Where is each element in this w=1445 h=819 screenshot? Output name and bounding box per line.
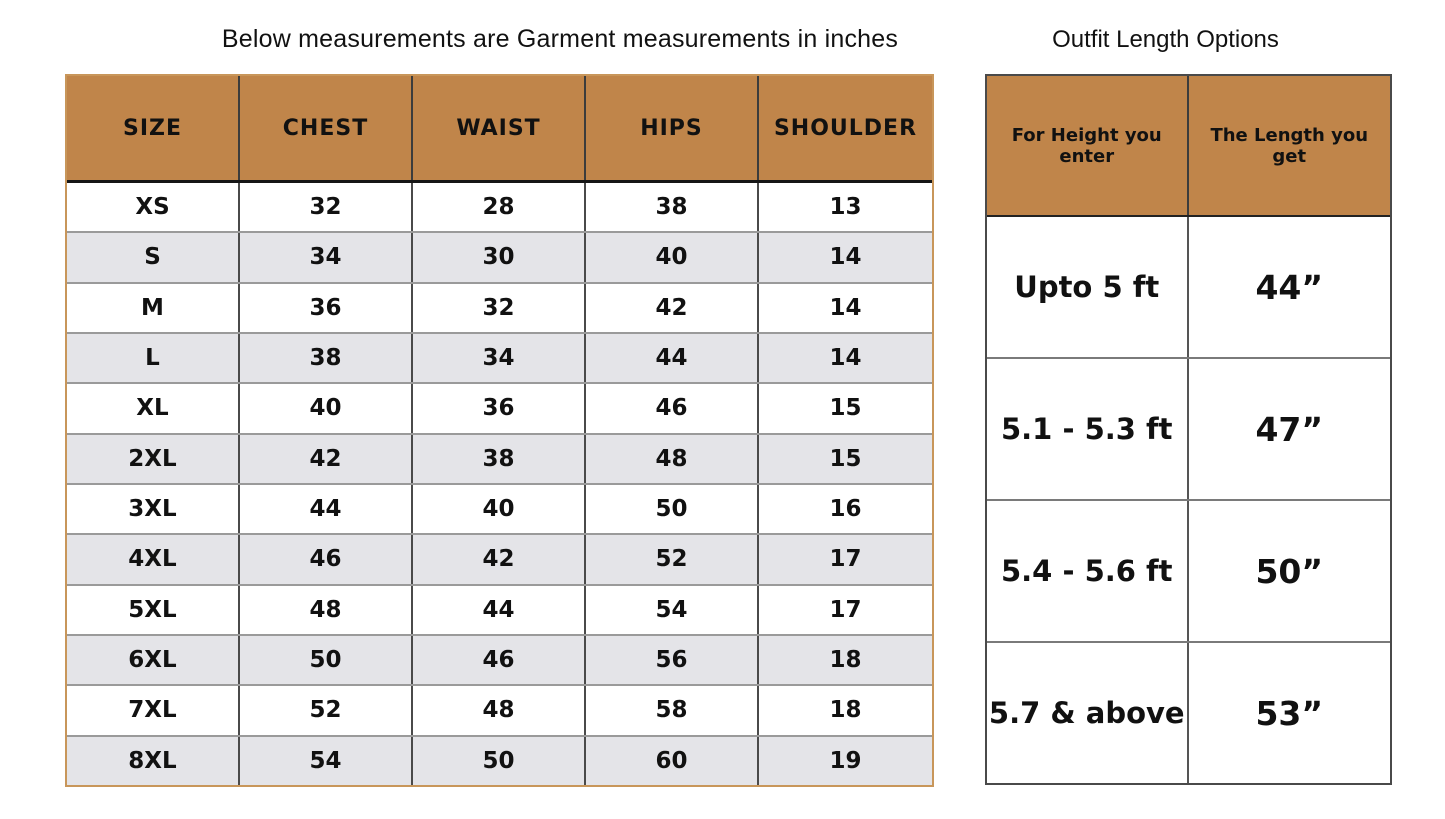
hips-cell: 46: [586, 384, 759, 433]
length-row-5-4-to-5-6: 5.4 - 5.6 ft 50”: [987, 501, 1390, 643]
waist-cell: 44: [413, 585, 586, 634]
length-row-upto-5ft: Upto 5 ft 44”: [987, 217, 1390, 359]
table-row-3xl: 3XL 44 40 50 16: [67, 484, 932, 536]
hips-cell: 54: [586, 585, 759, 634]
header-waist: WAIST: [413, 76, 586, 180]
table-row-4xl: 4XL 46 42 52 17: [67, 535, 932, 586]
outfit-length-title: Outfit Length Options: [1052, 26, 1279, 53]
length-value-cell: 50”: [1255, 551, 1324, 591]
header-size: SIZE: [67, 76, 240, 180]
chest-cell: 32: [240, 183, 413, 232]
header-hips: HIPS: [586, 76, 759, 180]
shoulder-cell: 13: [829, 194, 862, 221]
size-cell: 6XL: [67, 635, 240, 685]
size-cell: L: [67, 333, 240, 383]
height-range-cell: 5.1 - 5.3 ft: [987, 359, 1189, 499]
waist-cell: 40: [413, 484, 586, 534]
size-cell: 8XL: [67, 736, 240, 785]
table-row-xs: XS 32 28 38 13: [67, 183, 932, 234]
size-cell: 2XL: [67, 434, 240, 483]
chest-cell: 42: [240, 434, 413, 483]
waist-cell: 34: [413, 333, 586, 383]
size-cell: 5XL: [67, 585, 240, 634]
chest-cell: 52: [240, 686, 413, 735]
length-value-cell: 53”: [1255, 693, 1324, 733]
hips-cell: 56: [586, 635, 759, 685]
length-value-cell: 44”: [1255, 267, 1324, 307]
waist-cell: 28: [413, 183, 586, 232]
hips-cell: 44: [586, 333, 759, 383]
size-cell: M: [67, 283, 240, 332]
garment-measurements-title: Below measurements are Garment measureme…: [221, 25, 899, 53]
hips-cell: 60: [586, 736, 759, 785]
header-chest: CHEST: [240, 76, 413, 180]
table-row-m: M 36 32 42 14: [67, 283, 932, 334]
header-height-you-enter: For Height you enter: [987, 76, 1189, 215]
waist-cell: 36: [413, 384, 586, 433]
chest-cell: 48: [240, 585, 413, 634]
outfit-length-table: For Height you enter The Length you get …: [985, 74, 1392, 785]
garment-measurements-table: SIZE CHEST WAIST HIPS SHOULDER XS 32 28 …: [65, 74, 934, 787]
waist-cell: 48: [413, 686, 586, 735]
shoulder-cell: 18: [829, 647, 862, 674]
header-shoulder: SHOULDER: [773, 115, 918, 141]
shoulder-cell: 15: [829, 395, 862, 422]
chest-cell: 46: [240, 535, 413, 584]
hips-cell: 42: [586, 283, 759, 332]
size-cell: 3XL: [67, 484, 240, 534]
garment-table-header-row: SIZE CHEST WAIST HIPS SHOULDER: [67, 76, 932, 183]
chest-cell: 50: [240, 635, 413, 685]
height-range-cell: 5.7 & above: [987, 643, 1189, 783]
size-cell: S: [67, 233, 240, 282]
table-row-5xl: 5XL 48 44 54 17: [67, 585, 932, 636]
waist-cell: 30: [413, 233, 586, 282]
shoulder-cell: 14: [829, 244, 862, 271]
shoulder-cell: 15: [829, 445, 862, 472]
hips-cell: 50: [586, 484, 759, 534]
waist-cell: 42: [413, 535, 586, 584]
waist-cell: 50: [413, 736, 586, 785]
size-cell: 7XL: [67, 686, 240, 735]
length-table-header-row: For Height you enter The Length you get: [987, 76, 1390, 217]
size-cell: 4XL: [67, 535, 240, 584]
header-length-you-get: The Length you get: [1210, 124, 1369, 167]
shoulder-cell: 17: [829, 546, 862, 573]
hips-cell: 38: [586, 183, 759, 232]
shoulder-cell: 19: [829, 747, 862, 774]
waist-cell: 38: [413, 434, 586, 483]
table-row-2xl: 2XL 42 38 48 15: [67, 434, 932, 485]
length-value-cell: 47”: [1255, 409, 1324, 449]
table-row-s: S 34 30 40 14: [67, 233, 932, 284]
height-range-cell: 5.4 - 5.6 ft: [987, 501, 1189, 641]
shoulder-cell: 18: [829, 697, 862, 724]
size-cell: XS: [67, 183, 240, 232]
height-range-cell: Upto 5 ft: [987, 217, 1189, 357]
shoulder-cell: 17: [829, 596, 862, 623]
chest-cell: 36: [240, 283, 413, 332]
size-cell: XL: [67, 384, 240, 433]
chest-cell: 44: [240, 484, 413, 534]
waist-cell: 46: [413, 635, 586, 685]
table-row-8xl: 8XL 54 50 60 19: [67, 736, 932, 785]
chest-cell: 54: [240, 736, 413, 785]
table-row-6xl: 6XL 50 46 56 18: [67, 635, 932, 687]
table-row-l: L 38 34 44 14: [67, 333, 932, 385]
shoulder-cell: 16: [829, 496, 862, 523]
length-row-5-1-to-5-3: 5.1 - 5.3 ft 47”: [987, 359, 1390, 501]
chest-cell: 34: [240, 233, 413, 282]
hips-cell: 52: [586, 535, 759, 584]
chest-cell: 40: [240, 384, 413, 433]
table-row-xl: XL 40 36 46 15: [67, 384, 932, 435]
waist-cell: 32: [413, 283, 586, 332]
hips-cell: 58: [586, 686, 759, 735]
shoulder-cell: 14: [829, 294, 862, 321]
hips-cell: 48: [586, 434, 759, 483]
table-row-7xl: 7XL 52 48 58 18: [67, 686, 932, 737]
hips-cell: 40: [586, 233, 759, 282]
length-row-5-7-above: 5.7 & above 53”: [987, 643, 1390, 783]
chest-cell: 38: [240, 333, 413, 383]
shoulder-cell: 14: [829, 345, 862, 372]
